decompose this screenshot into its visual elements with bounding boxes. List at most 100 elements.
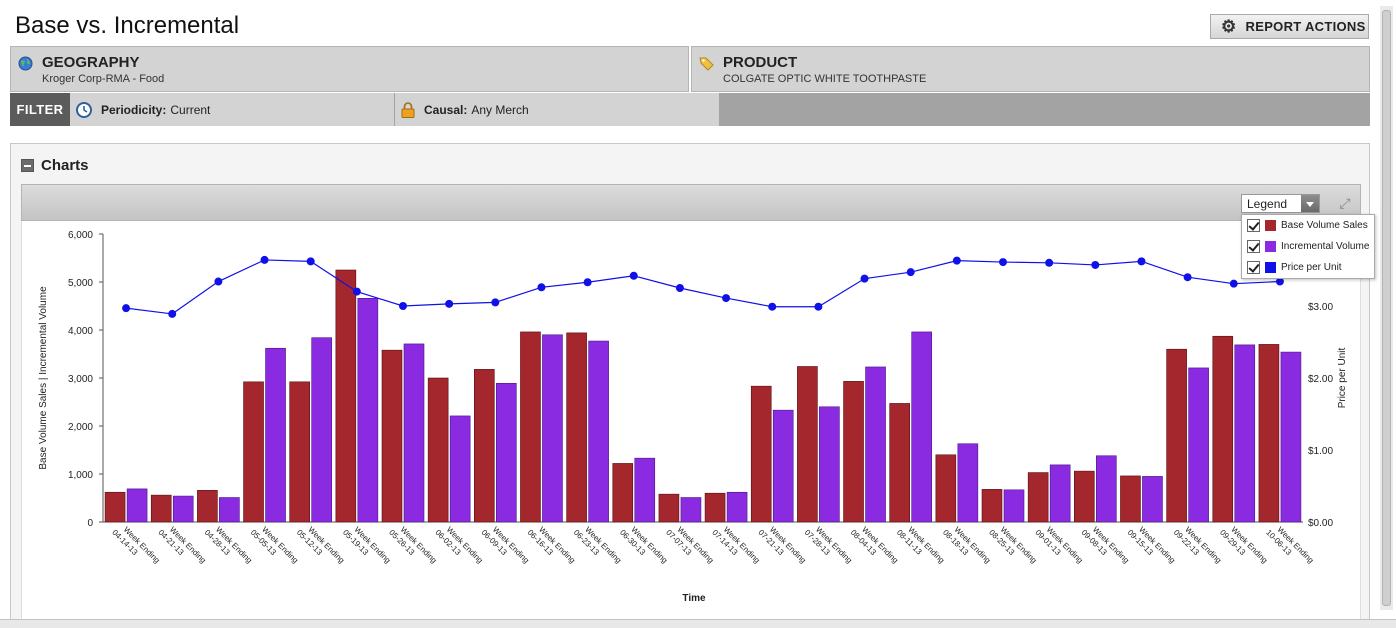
base-volume-bar bbox=[612, 463, 634, 523]
page-title: Base vs. Incremental bbox=[15, 12, 240, 39]
causal-value: Any Merch bbox=[471, 102, 529, 117]
x-tick-label: Week Ending07-21-13 bbox=[757, 521, 808, 572]
x-tick-label: Week Ending08-04-13 bbox=[849, 521, 900, 572]
incremental-volume-bar bbox=[449, 415, 471, 523]
y2-tick-label: $0.00 bbox=[1308, 518, 1333, 529]
legend-checkbox[interactable] bbox=[1247, 219, 1260, 232]
filter-bar: FILTER Periodicity: Current Causal: Any … bbox=[10, 93, 1370, 126]
page-scrollbar[interactable] bbox=[1380, 6, 1393, 610]
causal-filter[interactable]: Causal: Any Merch bbox=[395, 93, 720, 126]
price-per-unit-point bbox=[214, 277, 223, 286]
report-actions-label: REPORT ACTIONS bbox=[1245, 19, 1366, 34]
incremental-volume-bar bbox=[357, 298, 379, 523]
incremental-volume-bar bbox=[1142, 476, 1163, 523]
legend-checkbox[interactable] bbox=[1247, 240, 1260, 253]
legend-swatch bbox=[1265, 241, 1276, 252]
legend-item[interactable]: Incremental Volume bbox=[1242, 236, 1374, 257]
report-actions-button[interactable]: ⚙ REPORT ACTIONS bbox=[1210, 14, 1369, 39]
x-tick-label: Week Ending07-07-13 bbox=[664, 521, 715, 572]
product-panel[interactable]: PRODUCT COLGATE OPTIC WHITE TOOTHPASTE bbox=[691, 46, 1370, 92]
incremental-volume-bar bbox=[542, 334, 563, 523]
price-per-unit-point bbox=[168, 309, 177, 318]
periodicity-filter[interactable]: Periodicity: Current bbox=[70, 93, 395, 126]
price-per-unit-point bbox=[352, 287, 361, 296]
x-tick-label: Week Ending05-12-13 bbox=[295, 521, 346, 572]
price-per-unit-line bbox=[126, 259, 1280, 315]
incremental-volume-bar bbox=[126, 488, 148, 523]
x-tick-label: Week Ending09-15-13 bbox=[1126, 521, 1177, 572]
chart-area: 0 1,000 2,000 3,000 4,000 5,000 6,000 $0.00 $1.0… bbox=[21, 221, 1361, 621]
price-per-unit-point bbox=[952, 256, 961, 265]
price-per-unit-point bbox=[537, 283, 546, 292]
incremental-volume-bar bbox=[1049, 464, 1071, 523]
incremental-volume-bar bbox=[219, 497, 240, 523]
base-volume-bar bbox=[704, 492, 726, 523]
geography-panel[interactable]: GEOGRAPHY Kroger Corp-RMA - Food bbox=[10, 46, 689, 92]
x-tick-label: Week Ending09-22-13 bbox=[1172, 521, 1223, 572]
legend-label: Price per Unit bbox=[1281, 262, 1342, 273]
filter-label: FILTER bbox=[10, 93, 70, 126]
incremental-volume-bar bbox=[1096, 455, 1117, 523]
legend-label: Base Volume Sales bbox=[1281, 220, 1368, 231]
base-volume-bar bbox=[520, 331, 541, 523]
x-tick-label: Week Ending05-05-13 bbox=[249, 521, 300, 572]
y2-axis-title: Price per Unit bbox=[1337, 347, 1348, 408]
legend-swatch bbox=[1265, 220, 1276, 231]
price-per-unit-point bbox=[122, 304, 131, 313]
incremental-volume-bar bbox=[403, 343, 425, 523]
incremental-volume-bar bbox=[588, 340, 609, 523]
incremental-volume-bar bbox=[1188, 367, 1209, 523]
price-per-unit-point bbox=[1045, 258, 1054, 267]
chart-toolbar bbox=[21, 184, 1361, 221]
scrollbar-thumb[interactable] bbox=[1382, 10, 1391, 606]
incremental-volume-bar bbox=[819, 406, 840, 523]
collapse-icon[interactable] bbox=[21, 159, 34, 172]
base-volume-bar bbox=[335, 269, 357, 523]
x-tick-label: Week Ending06-09-13 bbox=[480, 521, 531, 572]
x-tick-label: Week Ending04-21-13 bbox=[157, 521, 208, 572]
y2-tick-label: $3.00 bbox=[1308, 302, 1333, 313]
price-per-unit-point bbox=[491, 298, 500, 307]
base-volume-bar bbox=[474, 369, 495, 523]
legend-checkbox[interactable] bbox=[1247, 261, 1260, 274]
incremental-volume-bar bbox=[726, 491, 748, 523]
legend-item[interactable]: Base Volume Sales bbox=[1242, 215, 1374, 236]
incremental-volume-bar bbox=[634, 457, 656, 523]
base-volume-bar bbox=[289, 381, 310, 523]
legend-select[interactable]: Legend bbox=[1241, 194, 1320, 213]
causal-label: Causal: bbox=[424, 102, 468, 117]
globe-icon bbox=[18, 56, 33, 76]
base-volume-bar bbox=[797, 366, 818, 523]
incremental-volume-bar bbox=[865, 366, 886, 523]
charts-panel: Charts 0 1,000 2,000 3,000 4,000 5,000 6,000 $0… bbox=[10, 143, 1370, 621]
x-tick-label: Week Ending09-01-13 bbox=[1033, 521, 1084, 572]
x-tick-label: Week Ending07-28-13 bbox=[803, 521, 854, 572]
x-tick-label: Week Ending06-16-13 bbox=[526, 521, 577, 572]
price-per-unit-point bbox=[260, 255, 269, 264]
incremental-volume-bar bbox=[265, 347, 286, 523]
price-per-unit-point bbox=[306, 257, 315, 266]
legend-swatch bbox=[1265, 262, 1276, 273]
y-tick-label: 2,000 bbox=[68, 422, 93, 433]
price-per-unit-point bbox=[1137, 257, 1146, 266]
periodicity-value: Current bbox=[170, 102, 211, 117]
legend-item[interactable]: Price per Unit bbox=[1242, 257, 1374, 278]
x-axis-title: Time bbox=[682, 593, 706, 604]
legend-label: Incremental Volume bbox=[1281, 241, 1370, 252]
base-volume-bar bbox=[243, 381, 264, 523]
price-per-unit-point bbox=[1275, 277, 1284, 286]
base-volume-bar bbox=[1120, 475, 1141, 523]
incremental-volume-bar bbox=[772, 409, 794, 523]
price-per-unit-point bbox=[860, 274, 869, 283]
clock-icon bbox=[76, 101, 92, 118]
chevron-down-icon bbox=[1301, 195, 1319, 212]
x-tick-label: Week Ending09-08-13 bbox=[1080, 521, 1131, 572]
x-tick-label: Week Ending08-11-13 bbox=[895, 521, 946, 572]
y-tick-label: 0 bbox=[87, 518, 93, 529]
x-tick-label: Week Ending04-28-13 bbox=[203, 521, 254, 572]
legend-popup: Base Volume Sales Incremental Volume Price… bbox=[1241, 214, 1375, 279]
y-axis-title: Base Volume Sales | Incremental Volume bbox=[38, 286, 49, 470]
x-tick-label: Week Ending09-29-13 bbox=[1218, 521, 1269, 572]
expand-icon[interactable]: ⤢ bbox=[1339, 195, 1351, 211]
price-per-unit-point bbox=[629, 271, 638, 280]
